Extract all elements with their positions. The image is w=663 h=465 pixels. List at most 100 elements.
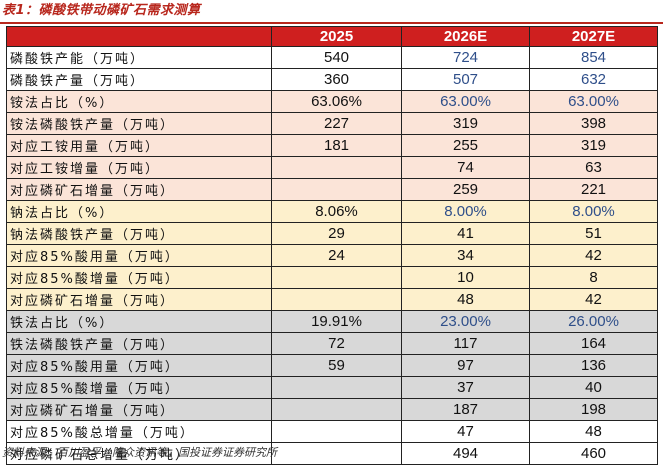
value-cell: 10 <box>401 266 530 289</box>
value-cell <box>271 442 402 465</box>
row-label: 对应工铵增量（万吨） <box>6 156 272 179</box>
value-cell: 460 <box>529 442 658 465</box>
table-title: 表1：磷酸铁带动磷矿石需求测算 <box>2 3 201 18</box>
value-cell: 8.00% <box>529 200 658 223</box>
header-row: 2025 2026E 2027E <box>6 26 658 47</box>
value-cell: 74 <box>401 156 530 179</box>
value-cell: 398 <box>529 112 658 135</box>
table-row: 对应磷矿石增量（万吨） 48 42 <box>6 288 658 311</box>
value-cell: 63.00% <box>529 90 658 113</box>
row-label: 钠法占比（%） <box>6 200 272 223</box>
value-cell: 494 <box>401 442 530 465</box>
header-cell-2026e: 2026E <box>401 26 530 47</box>
row-label: 对应磷矿石总增量（万吨） <box>6 442 272 465</box>
value-cell <box>271 376 402 399</box>
value-cell: 227 <box>271 112 402 135</box>
title-divider <box>0 22 663 24</box>
table-row: 铵法占比（%） 63.06% 63.00% 63.00% <box>6 90 658 113</box>
value-cell: 59 <box>271 354 402 377</box>
value-cell: 42 <box>529 244 658 267</box>
value-cell: 136 <box>529 354 658 377</box>
value-cell <box>271 156 402 179</box>
value-cell: 37 <box>401 376 530 399</box>
table-row: 对应磷矿石总增量（万吨） 494 460 <box>6 442 658 465</box>
value-cell: 854 <box>529 46 658 69</box>
row-label: 对应磷矿石增量（万吨） <box>6 178 272 201</box>
table-row: 对应工铵用量（万吨） 181 255 319 <box>6 134 658 157</box>
value-cell: 255 <box>401 134 530 157</box>
table-row: 磷酸铁产量（万吨） 360 507 632 <box>6 68 658 91</box>
row-label: 对应85%酸总增量（万吨） <box>6 420 272 443</box>
value-cell: 42 <box>529 288 658 311</box>
value-cell <box>271 420 402 443</box>
value-cell: 187 <box>401 398 530 421</box>
value-cell: 259 <box>401 178 530 201</box>
value-cell: 47 <box>401 420 530 443</box>
value-cell: 8.06% <box>271 200 402 223</box>
value-cell <box>271 266 402 289</box>
row-label: 铵法占比（%） <box>6 90 272 113</box>
value-cell <box>271 398 402 421</box>
value-cell <box>271 178 402 201</box>
value-cell: 540 <box>271 46 402 69</box>
value-cell: 34 <box>401 244 530 267</box>
value-cell: 40 <box>529 376 658 399</box>
table-row: 对应85%酸增量（万吨） 37 40 <box>6 376 658 399</box>
value-cell: 63.00% <box>401 90 530 113</box>
table-row: 铵法磷酸铁产量（万吨） 227 319 398 <box>6 112 658 135</box>
value-cell: 181 <box>271 134 402 157</box>
value-cell: 360 <box>271 68 402 91</box>
value-cell <box>271 288 402 311</box>
table-row: 对应工铵增量（万吨） 74 63 <box>6 156 658 179</box>
value-cell: 198 <box>529 398 658 421</box>
row-label: 对应85%酸增量（万吨） <box>6 266 272 289</box>
value-cell: 72 <box>271 332 402 355</box>
value-cell: 724 <box>401 46 530 69</box>
row-label: 对应磷矿石增量（万吨） <box>6 398 272 421</box>
value-cell: 319 <box>401 112 530 135</box>
value-cell: 19.91% <box>271 310 402 333</box>
value-cell: 8.00% <box>401 200 530 223</box>
header-cell-2027e: 2027E <box>529 26 658 47</box>
table-body: 磷酸铁产能（万吨） 540 724 854 磷酸铁产量（万吨） 360 507 632 铵法占比… <box>6 46 658 465</box>
value-cell: 29 <box>271 222 402 245</box>
value-cell: 319 <box>529 134 658 157</box>
table-row: 对应磷矿石增量（万吨） 259 221 <box>6 178 658 201</box>
table-row: 对应85%酸用量（万吨） 59 97 136 <box>6 354 658 377</box>
row-label: 磷酸铁产量（万吨） <box>6 68 272 91</box>
value-cell: 26.00% <box>529 310 658 333</box>
header-cell-2025: 2025 <box>271 26 402 47</box>
row-label: 对应磷矿石增量（万吨） <box>6 288 272 311</box>
value-cell: 63 <box>529 156 658 179</box>
table-row: 对应85%酸增量（万吨） 10 8 <box>6 266 658 289</box>
table-row: 钠法磷酸铁产量（万吨） 29 41 51 <box>6 222 658 245</box>
value-cell: 24 <box>271 244 402 267</box>
table-row: 磷酸铁产能（万吨） 540 724 854 <box>6 46 658 69</box>
value-cell: 41 <box>401 222 530 245</box>
row-label: 对应工铵用量（万吨） <box>6 134 272 157</box>
value-cell: 48 <box>529 420 658 443</box>
value-cell: 51 <box>529 222 658 245</box>
value-cell: 507 <box>401 68 530 91</box>
table-row: 铁法占比（%） 19.91% 23.00% 26.00% <box>6 310 658 333</box>
source-note: 资料来源：百川盈孚，隆众资讯等，国投证券证券研究所 <box>2 446 277 459</box>
value-cell: 221 <box>529 178 658 201</box>
value-cell: 164 <box>529 332 658 355</box>
value-cell: 8 <box>529 266 658 289</box>
table-row: 对应磷矿石增量（万吨） 187 198 <box>6 398 658 421</box>
row-label: 铵法磷酸铁产量（万吨） <box>6 112 272 135</box>
value-cell: 632 <box>529 68 658 91</box>
row-label: 铁法磷酸铁产量（万吨） <box>6 332 272 355</box>
table-row: 铁法磷酸铁产量（万吨） 72 117 164 <box>6 332 658 355</box>
value-cell: 117 <box>401 332 530 355</box>
value-cell: 48 <box>401 288 530 311</box>
row-label: 磷酸铁产能（万吨） <box>6 46 272 69</box>
row-label: 钠法磷酸铁产量（万吨） <box>6 222 272 245</box>
value-cell: 97 <box>401 354 530 377</box>
row-label: 对应85%酸用量（万吨） <box>6 354 272 377</box>
table-row: 对应85%酸总增量（万吨） 47 48 <box>6 420 658 443</box>
demand-estimate-table: 2025 2026E 2027E 磷酸铁产能（万吨） 540 724 854 磷酸铁产量… <box>6 26 658 465</box>
header-cell-label <box>6 26 272 47</box>
value-cell: 23.00% <box>401 310 530 333</box>
row-label: 对应85%酸增量（万吨） <box>6 376 272 399</box>
